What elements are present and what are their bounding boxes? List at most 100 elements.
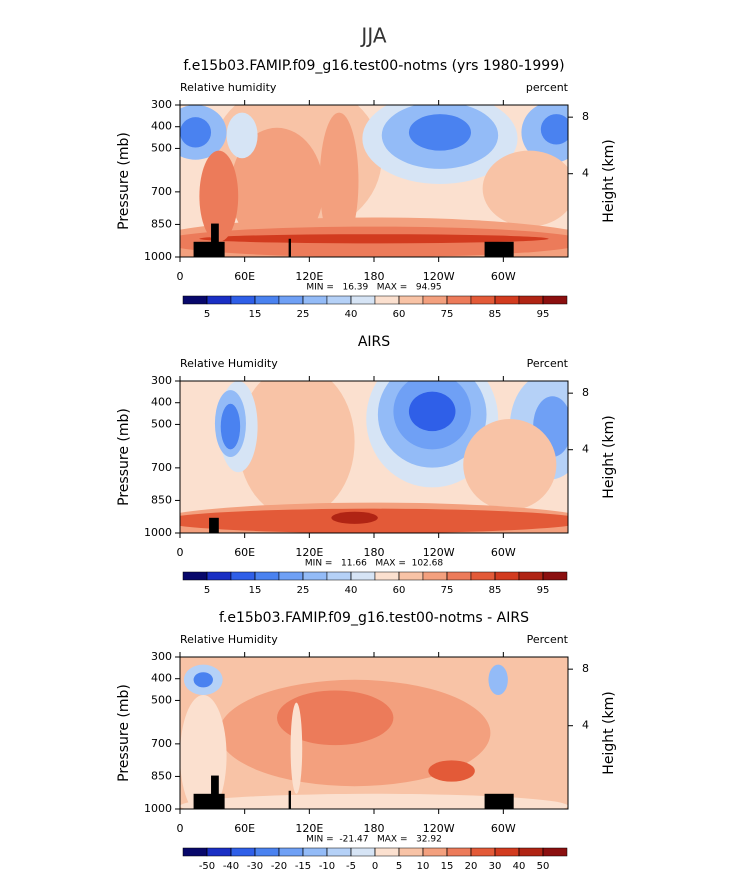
y-tick-label: 700 [151, 461, 172, 474]
terrain [288, 238, 291, 257]
contour-region [180, 117, 212, 148]
contour-region [408, 114, 471, 151]
contour-region [238, 381, 355, 518]
colorbar-box [230, 571, 256, 581]
panel-title: AIRS [358, 334, 390, 350]
x-tick-label: 60E [234, 270, 255, 283]
stats: MIN = -21.47 MAX = 32.92 [306, 835, 442, 845]
colorbar-label: 5 [204, 585, 210, 596]
y2-axis-label: Height (km) [601, 415, 617, 498]
x-tick-label: 120E [295, 822, 323, 835]
terrain [484, 793, 514, 809]
y-tick-label: 300 [151, 374, 172, 387]
colorbar-label: 95 [537, 585, 550, 596]
contour-region [428, 760, 475, 782]
colorbar-box [278, 571, 304, 581]
y-tick-label: 1000 [144, 250, 172, 263]
colorbar-box [254, 571, 280, 581]
y2-tick-label: 8 [582, 110, 589, 123]
right-label: Percent [527, 357, 569, 370]
colorbar-label: 40 [345, 309, 358, 320]
colorbar-label: -15 [295, 861, 311, 872]
colorbar-label: 5 [396, 861, 402, 872]
contour-region [290, 702, 303, 794]
colorbar-box [374, 847, 400, 857]
colorbar-label: 10 [417, 861, 430, 872]
x-tick-label: 180 [364, 270, 385, 283]
colorbar-label: 25 [297, 309, 310, 320]
colorbar-box [542, 847, 568, 857]
terrain [209, 517, 219, 533]
colorbar-box [302, 571, 328, 581]
y-tick-label: 700 [151, 185, 172, 198]
y-tick-label: 700 [151, 737, 172, 750]
colorbar-label: 0 [372, 861, 378, 872]
colorbar-label: -10 [319, 861, 335, 872]
x-tick-label: 60E [234, 546, 255, 559]
colorbar-box [494, 571, 520, 581]
right-label: Percent [527, 633, 569, 646]
contour-region [488, 664, 508, 695]
colorbar-box [470, 295, 496, 305]
left-label: Relative Humidity [180, 633, 278, 646]
colorbar-label: 75 [441, 585, 454, 596]
colorbar-label: 25 [297, 585, 310, 596]
y-axis-label: Pressure (mb) [116, 408, 132, 506]
terrain [193, 241, 225, 257]
contour-region [331, 511, 378, 524]
x-tick-label: 180 [364, 822, 385, 835]
x-tick-label: 120E [295, 270, 323, 283]
colorbar-box [446, 571, 472, 581]
colorbar-box [206, 295, 232, 305]
contour-region [226, 112, 258, 159]
x-tick-label: 120W [423, 822, 455, 835]
colorbar-label: 20 [465, 861, 478, 872]
colorbar-box [470, 571, 496, 581]
contour-region [199, 150, 239, 242]
y2-tick-label: 4 [582, 719, 589, 732]
panel-title: f.e15b03.FAMIP.f09_g16.test00-notms - AI… [219, 610, 529, 626]
colorbar-box [182, 571, 208, 581]
colorbar-label: 15 [249, 585, 262, 596]
colorbar-label: 50 [537, 861, 550, 872]
contour-field [180, 105, 568, 257]
contour-region [193, 672, 213, 688]
colorbar-label: 5 [204, 309, 210, 320]
x-tick-label: 60W [491, 270, 516, 283]
colorbar-box [230, 847, 256, 857]
y-tick-label: 850 [151, 217, 172, 230]
colorbar-box [422, 847, 448, 857]
colorbar-box [230, 295, 256, 305]
colorbar-label: 60 [393, 585, 406, 596]
y-tick-label: 300 [151, 650, 172, 663]
colorbar-label: 75 [441, 309, 454, 320]
colorbar-box [518, 847, 544, 857]
y-axis-label: Pressure (mb) [116, 132, 132, 230]
x-tick-label: 120W [423, 270, 455, 283]
y-tick-label: 300 [151, 98, 172, 111]
terrain [288, 790, 291, 809]
colorbar-box [398, 295, 424, 305]
x-tick-label: 0 [177, 546, 184, 559]
x-tick-label: 120E [295, 546, 323, 559]
colorbar-box [542, 571, 568, 581]
terrain [211, 775, 219, 809]
colorbar-label: 15 [249, 309, 262, 320]
y2-tick-label: 8 [582, 386, 589, 399]
colorbar-label: 60 [393, 309, 406, 320]
x-tick-label: 180 [364, 546, 385, 559]
contour-region [408, 391, 456, 432]
x-tick-label: 60E [234, 822, 255, 835]
colorbar-box [182, 847, 208, 857]
x-tick-label: 0 [177, 270, 184, 283]
y-tick-label: 400 [151, 120, 172, 133]
colorbar-box [254, 847, 280, 857]
colorbar-box [326, 847, 352, 857]
contour-region [482, 150, 568, 227]
colorbar-box [374, 295, 400, 305]
colorbar-box [518, 295, 544, 305]
y-tick-label: 500 [151, 141, 172, 154]
colorbar-label: 40 [345, 585, 358, 596]
